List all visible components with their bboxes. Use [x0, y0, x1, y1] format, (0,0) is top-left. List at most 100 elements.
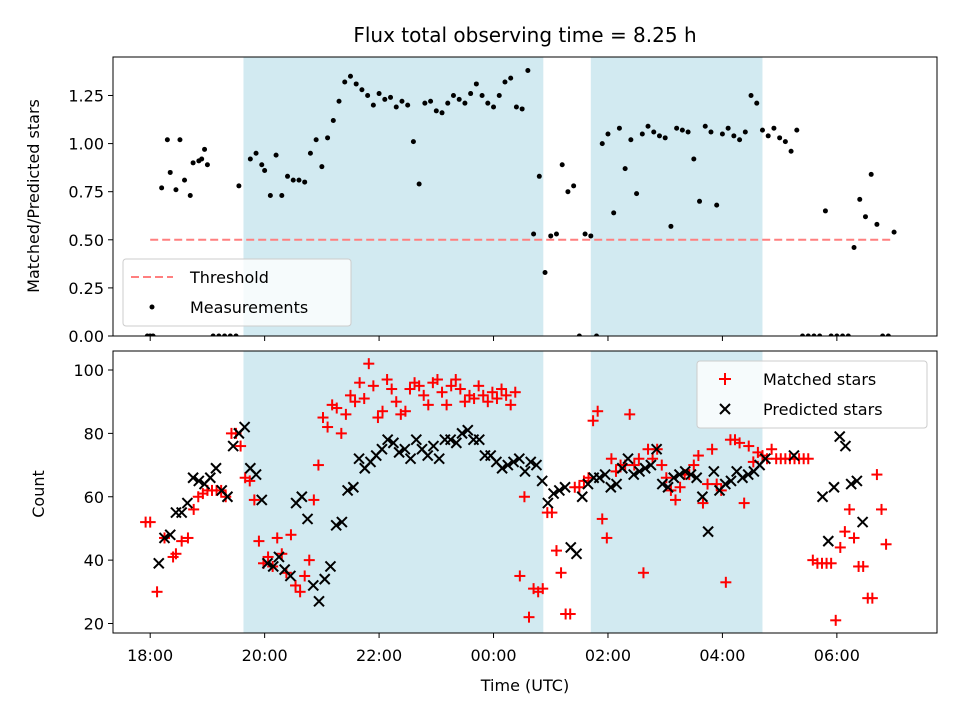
predicted-star-point [301, 513, 314, 525]
matched-star-point [431, 374, 443, 386]
legend-predicted-swatch [719, 403, 731, 415]
predicted-star-point [221, 491, 234, 503]
top-y-tick-label: 0.25 [68, 279, 104, 298]
measurement-point [473, 81, 479, 87]
matched-star-point [285, 529, 297, 541]
predicted-star-point [324, 560, 337, 573]
predicted-star-point [210, 462, 222, 474]
predicted-star-point [341, 484, 354, 497]
top-y-tick-label: 0.75 [68, 183, 104, 202]
matched-star-point [477, 389, 489, 401]
measurement-point [222, 333, 228, 336]
measurement-point [307, 150, 313, 156]
predicted-star-point [593, 472, 606, 484]
measurement-point [173, 187, 179, 193]
top-y-axis-label: Matched/Predicted stars [24, 99, 43, 293]
predicted-star-point [330, 519, 342, 531]
measurement-point [708, 129, 714, 135]
measurement-point [862, 214, 868, 220]
measurement-point [359, 87, 365, 93]
matched-star-point [514, 570, 526, 582]
predicted-star-point [690, 472, 703, 484]
predicted-star-point [204, 472, 216, 484]
measurement-points [144, 67, 897, 336]
predicted-star-point [507, 456, 520, 468]
matched-star-point [377, 405, 389, 417]
legend-measurements-swatch [149, 304, 155, 310]
matched-star-point [322, 421, 334, 433]
measurement-point [393, 104, 399, 110]
predicted-star-point [547, 487, 560, 500]
measurement-point [273, 152, 279, 158]
measurement-point [416, 181, 422, 187]
predicted-star-point [828, 481, 840, 493]
predicted-star-point [256, 494, 268, 506]
measurement-point [236, 183, 242, 189]
measurement-point [880, 333, 886, 336]
matched-star-point [592, 405, 604, 417]
predicted-star-point [839, 440, 852, 452]
bottom-y-tick-label: 20 [84, 614, 104, 633]
measurement-point [422, 100, 428, 106]
matched-star-point [271, 532, 283, 544]
top-x-ticks [149, 336, 838, 341]
bottom-y-tick-label: 40 [84, 551, 104, 570]
predicted-star-point [353, 453, 365, 465]
x-tick-label: 20:00 [242, 646, 288, 665]
matched-star-point [151, 586, 163, 598]
matched-star-point [303, 554, 315, 566]
measurement-point [645, 123, 651, 129]
matched-star-point [518, 491, 530, 503]
measurement-point [782, 139, 788, 145]
matched-star-point [441, 399, 453, 411]
matched-star-point [875, 503, 887, 515]
predicted-star-point [639, 462, 651, 474]
bottom-x-ticks: 18:00 20:00 22:00 00:00 02:00 04:00 06:00 [127, 633, 860, 665]
predicted-star-point [181, 497, 194, 509]
measurement-point [759, 127, 765, 133]
measurement-point [353, 81, 359, 87]
measurement-point [199, 156, 205, 162]
measurement-point [259, 162, 265, 168]
measurement-point [525, 67, 531, 73]
predicted-star-point [736, 472, 749, 484]
bottom-y-tick-label: 100 [73, 361, 104, 380]
measurement-point [616, 125, 622, 131]
measurement-point [651, 129, 657, 135]
measurement-point [691, 156, 697, 162]
measurement-point [187, 193, 193, 199]
measurement-point [828, 333, 834, 336]
matched-star-point [459, 396, 471, 408]
measurement-point [233, 333, 239, 336]
measurement-point [725, 125, 731, 131]
predicted-star-point [473, 434, 485, 446]
measurement-point [285, 173, 291, 179]
top-y-tick-label: 0.00 [68, 327, 104, 346]
matched-star-point [583, 472, 595, 484]
legend-measurements-label: Measurements [190, 298, 308, 317]
matched-star-point [354, 377, 366, 389]
bottom-y-tick-label: 60 [84, 488, 104, 507]
matched-star-point [743, 440, 755, 452]
predicted-star-point [668, 472, 680, 484]
matched-star-point [766, 443, 778, 455]
matched-star-point [312, 459, 324, 471]
measurement-point [296, 177, 302, 183]
measurement-point [702, 123, 708, 129]
measurement-point [674, 125, 680, 131]
predicted-star-point [462, 424, 474, 436]
x-tick-label: 02:00 [585, 646, 631, 665]
bottom-shade-0 [243, 351, 544, 633]
matched-star-point [505, 399, 517, 411]
bottom-shaded-regions [243, 351, 763, 633]
measurement-point [513, 104, 519, 110]
matched-star-point [523, 611, 535, 623]
matched-star-point [331, 402, 343, 414]
predicted-star-point [227, 440, 239, 452]
measurement-point [599, 141, 605, 147]
measurement-point [247, 156, 253, 162]
measurement-point [576, 333, 582, 336]
matched-star-point [386, 383, 398, 395]
predicted-star-point [816, 491, 829, 503]
predicted-star-point [742, 468, 754, 481]
